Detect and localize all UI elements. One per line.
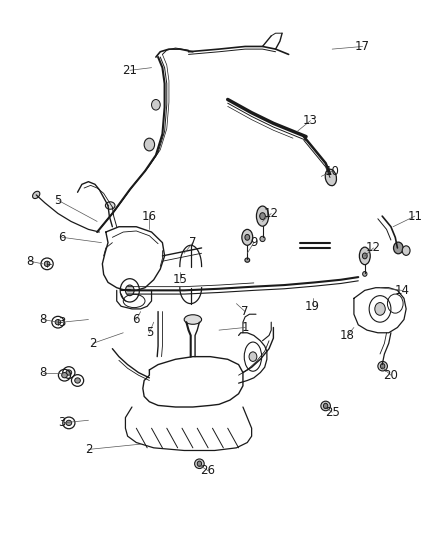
Text: 5: 5 — [54, 193, 62, 207]
Text: 5: 5 — [146, 326, 153, 340]
Text: 6: 6 — [59, 231, 66, 244]
Text: 14: 14 — [394, 284, 409, 297]
Text: 6: 6 — [133, 313, 140, 326]
Ellipse shape — [66, 420, 72, 425]
Text: 8: 8 — [26, 255, 33, 268]
Ellipse shape — [363, 271, 367, 276]
Text: 18: 18 — [340, 329, 355, 342]
Ellipse shape — [260, 236, 265, 241]
Text: 3: 3 — [59, 316, 66, 329]
Ellipse shape — [245, 235, 250, 240]
Ellipse shape — [260, 213, 265, 220]
Ellipse shape — [249, 352, 257, 361]
Ellipse shape — [32, 191, 40, 199]
Text: 1: 1 — [241, 321, 249, 334]
Ellipse shape — [75, 378, 81, 383]
Text: 12: 12 — [366, 241, 381, 254]
Text: 25: 25 — [325, 406, 339, 419]
Ellipse shape — [323, 403, 328, 409]
Text: 20: 20 — [384, 369, 398, 382]
Ellipse shape — [66, 370, 72, 375]
Text: 26: 26 — [201, 464, 215, 477]
Text: 17: 17 — [355, 40, 370, 53]
Circle shape — [125, 285, 134, 296]
Ellipse shape — [62, 373, 67, 378]
Ellipse shape — [242, 229, 253, 245]
Text: 7: 7 — [241, 305, 249, 318]
Circle shape — [152, 100, 160, 110]
Ellipse shape — [393, 242, 403, 254]
Ellipse shape — [194, 459, 204, 469]
Circle shape — [144, 138, 155, 151]
Text: 11: 11 — [407, 209, 422, 223]
Text: 15: 15 — [173, 273, 187, 286]
Ellipse shape — [44, 261, 50, 266]
Text: 12: 12 — [264, 207, 279, 220]
Ellipse shape — [359, 247, 370, 265]
Ellipse shape — [245, 258, 250, 262]
Text: 19: 19 — [305, 300, 320, 313]
Circle shape — [375, 303, 385, 316]
Ellipse shape — [256, 206, 268, 226]
Text: 2: 2 — [85, 443, 92, 456]
Text: 8: 8 — [39, 366, 46, 379]
Ellipse shape — [106, 202, 115, 209]
Text: 9: 9 — [250, 236, 258, 249]
Text: 21: 21 — [122, 64, 137, 77]
Ellipse shape — [321, 401, 330, 411]
Ellipse shape — [362, 253, 367, 259]
Text: 7: 7 — [189, 236, 197, 249]
Ellipse shape — [402, 246, 410, 255]
Text: 3: 3 — [59, 416, 66, 430]
Ellipse shape — [55, 319, 61, 325]
Ellipse shape — [325, 169, 336, 185]
Text: 8: 8 — [39, 313, 46, 326]
Text: 2: 2 — [89, 337, 96, 350]
Ellipse shape — [381, 364, 385, 369]
Ellipse shape — [184, 315, 201, 324]
Text: 13: 13 — [303, 114, 318, 127]
Text: 10: 10 — [325, 165, 339, 177]
Text: 16: 16 — [142, 209, 157, 223]
Ellipse shape — [378, 361, 388, 371]
Ellipse shape — [197, 461, 201, 466]
